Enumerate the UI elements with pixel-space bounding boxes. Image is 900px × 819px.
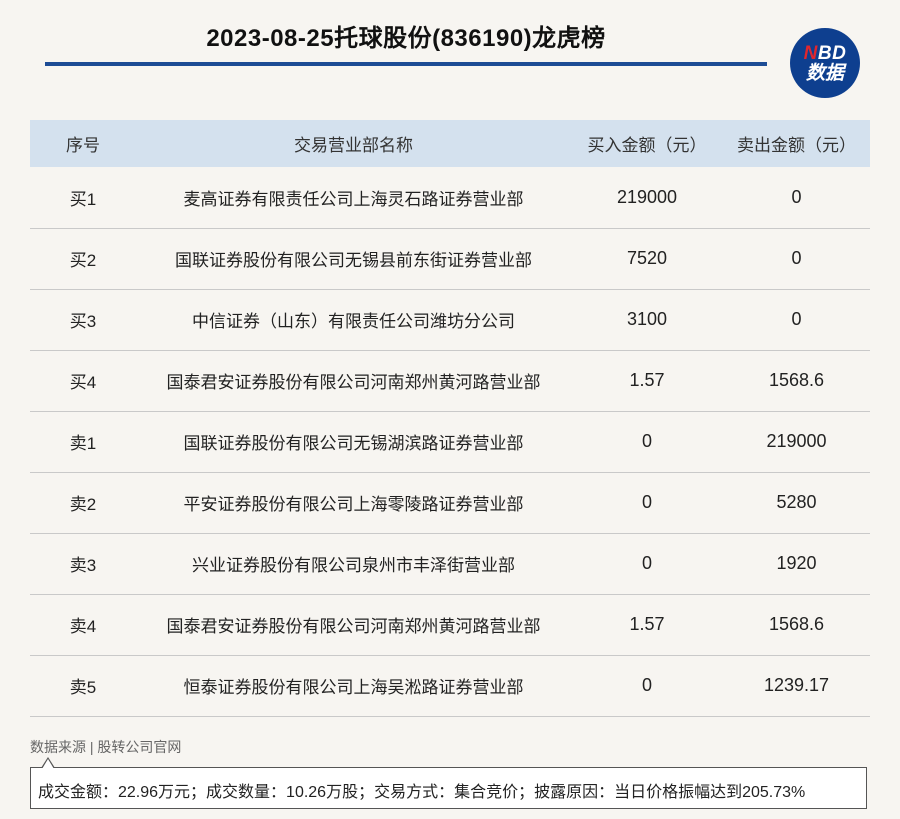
cell-sell-amount: 0 (723, 289, 870, 351)
cell-seq: 买1 (30, 167, 136, 229)
cell-branch-name: 国泰君安证券股份有限公司河南郑州黄河路营业部 (136, 350, 571, 412)
page-title: 2023-08-25托球股份(836190)龙虎榜 (206, 25, 606, 52)
header-buy-amount: 买入金额（元） (571, 120, 723, 167)
cell-seq: 买3 (30, 289, 136, 351)
cell-buy-amount: 219000 (571, 167, 723, 229)
cell-seq: 买4 (30, 350, 136, 412)
cell-buy-amount: 3100 (571, 289, 723, 351)
logo-n: N (803, 42, 818, 64)
cell-buy-amount: 1.57 (571, 350, 723, 412)
cell-seq: 卖5 (30, 655, 136, 717)
cell-branch-name: 兴业证券股份有限公司泉州市丰泽街营业部 (136, 533, 571, 595)
cell-sell-amount: 1239.17 (723, 655, 870, 717)
table-header-row: 序号 交易营业部名称 买入金额（元） 卖出金额（元） (30, 120, 870, 167)
table-row: 买4 国泰君安证券股份有限公司河南郑州黄河路营业部 1.57 1568.6 (30, 350, 870, 412)
cell-branch-name: 国泰君安证券股份有限公司河南郑州黄河路营业部 (136, 594, 571, 656)
cell-buy-amount: 0 (571, 472, 723, 534)
cell-seq: 买2 (30, 228, 136, 290)
table-row: 买1 麦高证券有限责任公司上海灵石路证券营业部 219000 0 (30, 167, 870, 229)
cell-branch-name: 恒泰证券股份有限公司上海吴淞路证券营业部 (136, 655, 571, 717)
cell-branch-name: 中信证券（山东）有限责任公司潍坊分公司 (136, 289, 571, 351)
header-seq: 序号 (30, 120, 136, 167)
cell-seq: 卖4 (30, 594, 136, 656)
cell-seq: 卖2 (30, 472, 136, 534)
table-row: 买3 中信证券（山东）有限责任公司潍坊分公司 3100 0 (30, 289, 870, 351)
cell-buy-amount: 1.57 (571, 594, 723, 656)
cell-branch-name: 麦高证券有限责任公司上海灵石路证券营业部 (136, 167, 571, 229)
cell-buy-amount: 7520 (571, 228, 723, 290)
note-pointer-fill (42, 759, 54, 769)
cell-branch-name: 国联证券股份有限公司无锡县前东街证券营业部 (136, 228, 571, 290)
cell-buy-amount: 0 (571, 655, 723, 717)
cell-sell-amount: 0 (723, 167, 870, 229)
title-underline (45, 62, 767, 66)
cell-buy-amount: 0 (571, 411, 723, 473)
table-row: 卖5 恒泰证券股份有限公司上海吴淞路证券营业部 0 1239.17 (30, 655, 870, 717)
cell-sell-amount: 1920 (723, 533, 870, 595)
cell-sell-amount: 0 (723, 228, 870, 290)
data-source: 数据来源 | 股转公司官网 (30, 739, 182, 755)
table-row: 卖1 国联证券股份有限公司无锡湖滨路证券营业部 0 219000 (30, 411, 870, 473)
cell-branch-name: 平安证券股份有限公司上海零陵路证券营业部 (136, 472, 571, 534)
dragon-tiger-table: 序号 交易营业部名称 买入金额（元） 卖出金额（元） 买1 麦高证券有限责任公司… (30, 120, 870, 717)
logo-bd: BD (817, 42, 847, 64)
table-row: 买2 国联证券股份有限公司无锡县前东街证券营业部 7520 0 (30, 228, 870, 290)
nbd-logo: NBD 数据 (790, 28, 860, 98)
table-row: 卖2 平安证券股份有限公司上海零陵路证券营业部 0 5280 (30, 472, 870, 534)
header-sell-amount: 卖出金额（元） (723, 120, 870, 167)
cell-buy-amount: 0 (571, 533, 723, 595)
cell-branch-name: 国联证券股份有限公司无锡湖滨路证券营业部 (136, 411, 571, 473)
table-row: 卖4 国泰君安证券股份有限公司河南郑州黄河路营业部 1.57 1568.6 (30, 594, 870, 656)
cell-sell-amount: 1568.6 (723, 594, 870, 656)
logo-line2: 数据 (805, 62, 844, 84)
cell-seq: 卖1 (30, 411, 136, 473)
cell-sell-amount: 219000 (723, 411, 870, 473)
table-row: 卖3 兴业证券股份有限公司泉州市丰泽街营业部 0 1920 (30, 533, 870, 595)
cell-sell-amount: 5280 (723, 472, 870, 534)
logo-line1: NBD (804, 44, 847, 63)
header-branch-name: 交易营业部名称 (136, 120, 571, 167)
cell-seq: 卖3 (30, 533, 136, 595)
trade-summary-note: 成交金额：22.96万元；成交数量：10.26万股；交易方式：集合竞价；披露原因… (30, 767, 867, 809)
cell-sell-amount: 1568.6 (723, 350, 870, 412)
